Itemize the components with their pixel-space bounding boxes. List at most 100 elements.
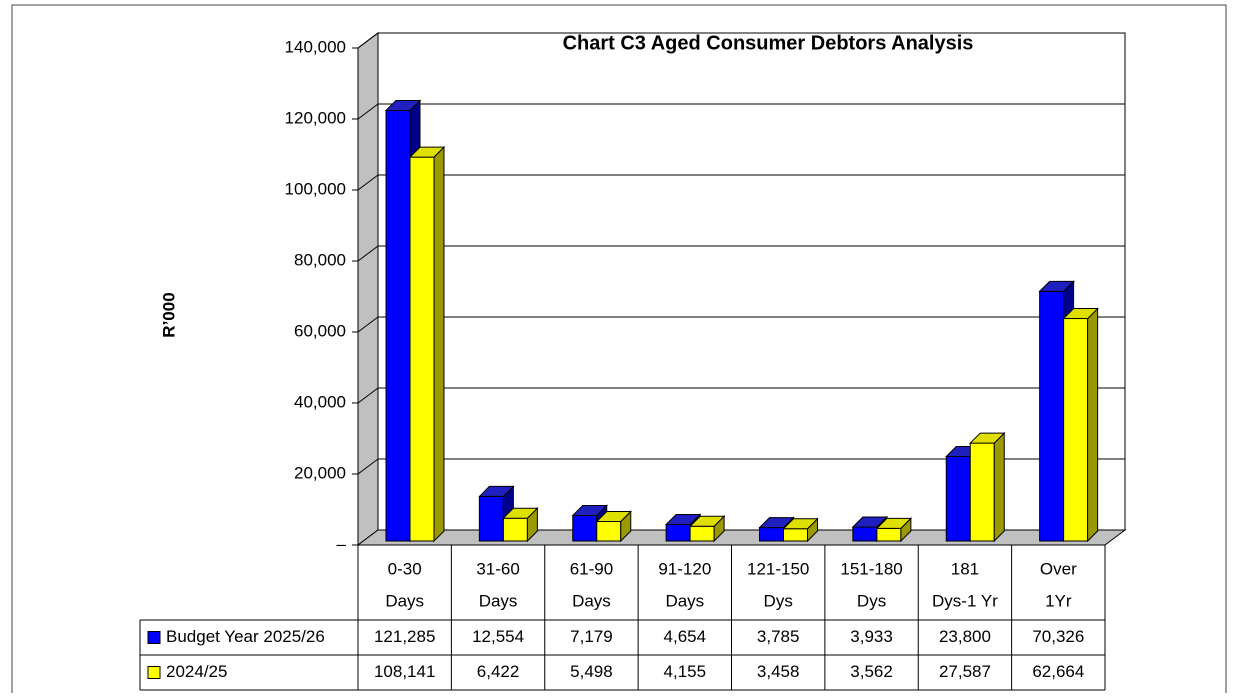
bar — [851, 515, 889, 543]
side-wall — [357, 32, 379, 546]
legend-swatch — [147, 631, 161, 644]
table-value: 3,933 — [850, 627, 893, 646]
x-tick-label: 121-150 — [747, 559, 809, 578]
y-tick-label: 120,000 — [285, 108, 346, 127]
bar-front — [876, 527, 902, 542]
bar — [502, 506, 539, 543]
x-tick-label: Dys — [857, 591, 886, 610]
bar-top — [688, 515, 726, 527]
bar-front — [1039, 290, 1065, 542]
x-tick-label: 181 — [951, 559, 979, 578]
bar-front — [572, 515, 598, 542]
bar-top — [1062, 308, 1099, 320]
bar — [875, 517, 913, 543]
bar — [688, 515, 726, 543]
bar-top — [851, 516, 889, 528]
bar-front — [665, 523, 691, 542]
bar-front — [689, 525, 715, 542]
y-tick-label: 60,000 — [294, 321, 346, 340]
bar — [478, 485, 515, 543]
bar-front — [385, 109, 411, 542]
bar-top — [408, 146, 446, 158]
bar-front — [969, 442, 995, 542]
table-value: 121,285 — [374, 627, 435, 646]
bar-front — [478, 495, 504, 542]
table-value: 5,498 — [570, 662, 613, 681]
table-value: 3,458 — [757, 662, 800, 681]
bar-top — [502, 507, 539, 519]
table-value: 4,155 — [664, 662, 707, 681]
grid-line — [357, 32, 379, 49]
x-tick-label: Dys — [764, 591, 793, 610]
y-tick-label: 20,000 — [294, 463, 346, 482]
bar-top — [595, 510, 632, 522]
bar-top — [571, 505, 608, 517]
bar-top — [875, 517, 913, 529]
table-value: 62,664 — [1032, 662, 1084, 681]
grid-line — [357, 174, 379, 191]
bar-top — [478, 485, 515, 497]
table-value: 12,554 — [472, 627, 524, 646]
y-tick-label: 80,000 — [294, 250, 346, 269]
bar-front — [1063, 318, 1089, 542]
table-value: 108,141 — [374, 662, 435, 681]
bar — [595, 510, 632, 543]
x-tick-label: 1Yr — [1045, 591, 1072, 610]
bar-side — [1087, 307, 1099, 543]
bar-top — [664, 513, 702, 525]
table-value: 6,422 — [477, 662, 520, 681]
bar-top — [969, 432, 1006, 444]
bar-front — [502, 517, 528, 542]
bar-front — [409, 156, 435, 542]
bar — [969, 431, 1006, 543]
x-tick-label: Days — [572, 591, 611, 610]
table-value: 7,179 — [570, 627, 613, 646]
x-tick-label: Dys-1 Yr — [932, 591, 998, 610]
table-value: 70,326 — [1032, 627, 1084, 646]
x-tick-label: Days — [665, 591, 704, 610]
x-tick-label: 151-180 — [840, 559, 902, 578]
bar-front — [596, 520, 622, 542]
bar — [782, 517, 819, 543]
x-tick-label: 91-120 — [658, 559, 711, 578]
bar-front — [852, 526, 878, 542]
bar-side — [993, 431, 1005, 543]
grid-line — [357, 316, 379, 333]
bar — [758, 516, 795, 543]
grid-line — [357, 103, 379, 120]
bar-front — [759, 527, 784, 542]
bar-front — [783, 528, 808, 542]
x-tick-label: 0-30 — [388, 559, 422, 578]
x-tick-label: Days — [385, 591, 424, 610]
bar — [408, 145, 446, 543]
bar-side — [433, 145, 445, 543]
y-tick-label: 100,000 — [285, 179, 346, 198]
x-tick-label: Over — [1040, 559, 1077, 578]
table-value: 4,654 — [664, 627, 707, 646]
bar-top — [782, 518, 819, 530]
bar-top — [758, 517, 795, 529]
x-tick-label: Days — [479, 591, 518, 610]
y-tick-label: 140,000 — [285, 37, 346, 56]
back-wall — [377, 32, 1126, 531]
table-value: 3,785 — [757, 627, 800, 646]
x-tick-label: 31-60 — [476, 559, 519, 578]
grid-line — [357, 245, 379, 262]
y-tick-label: – — [337, 534, 347, 553]
legend-label: Budget Year 2025/26 — [166, 627, 325, 646]
table-value: 23,800 — [939, 627, 991, 646]
legend-swatch — [147, 666, 161, 679]
grid-line — [357, 387, 379, 404]
legend-label: 2024/25 — [166, 662, 227, 681]
floor — [356, 529, 1127, 546]
y-tick-label: 40,000 — [294, 392, 346, 411]
bar-top — [384, 99, 422, 111]
grid-line — [357, 458, 379, 475]
chart-title: Chart C3 Aged Consumer Debtors Analysis — [563, 32, 974, 54]
bar-top — [1038, 280, 1075, 292]
table-value: 3,562 — [850, 662, 893, 681]
table-value: 27,587 — [939, 662, 991, 681]
bar-front — [945, 456, 971, 542]
bar — [1062, 307, 1099, 543]
